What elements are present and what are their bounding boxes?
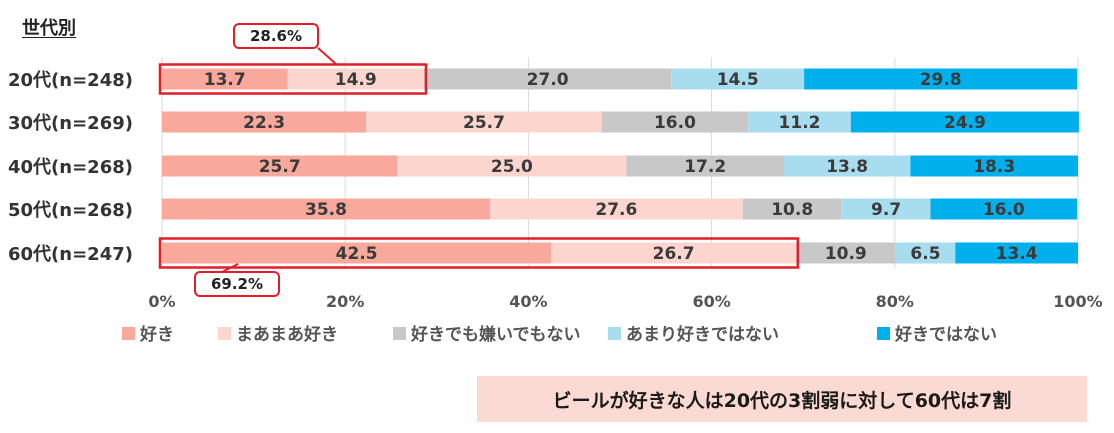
bar-segment: [489, 198, 743, 220]
category-label: 30代(n=269): [8, 113, 133, 134]
data-label: 29.8: [920, 70, 962, 90]
data-label: 25.0: [491, 157, 533, 177]
category-label: 50代(n=268): [8, 200, 133, 221]
legend-label: 好きではない: [894, 324, 997, 345]
data-label: 14.9: [335, 70, 377, 90]
data-label: 27.0: [527, 70, 569, 90]
chart-heading: 世代別: [22, 18, 76, 39]
data-label: 18.3: [973, 157, 1015, 177]
bars-layer: 13.7 14.9 27.0 14.5 29.8 22.3 25.7 16.0 11.2 24.9…: [162, 68, 1079, 264]
bar-segment: [748, 111, 851, 133]
bar-segment: [783, 155, 911, 177]
y-axis-labels: 20代(n=248) 30代(n=269) 40代(n=268) 50代(n=268)…: [8, 70, 133, 265]
bar-segment: [841, 198, 931, 220]
legend-swatch: [218, 327, 231, 340]
legend-label: 好き: [139, 324, 174, 345]
bar-segment: [287, 68, 424, 90]
category-label: 20代(n=248): [8, 70, 133, 91]
bar-segment: [910, 155, 1078, 177]
legend-label: あまり好きではない: [626, 324, 779, 345]
data-label: 13.4: [996, 244, 1038, 264]
legend-swatch: [393, 327, 406, 340]
bar-segment: [162, 242, 552, 264]
data-label: 9.7: [871, 200, 901, 220]
data-label: 42.5: [336, 244, 378, 264]
x-tick-label: 0%: [148, 292, 175, 311]
data-label: 22.3: [243, 113, 285, 133]
x-tick-label: 80%: [876, 292, 914, 311]
bar-segment: [930, 198, 1078, 220]
summary-banner: ビールが好きな人は20代の3割弱に対して60代は7割: [477, 376, 1087, 422]
legend-swatch: [608, 327, 621, 340]
data-label: 10.8: [771, 200, 813, 220]
data-label: 11.2: [779, 113, 821, 133]
data-label: 10.9: [825, 244, 867, 264]
callout-pointer: [221, 263, 239, 273]
data-label: 25.7: [463, 113, 505, 133]
legend: 好き まあまあ好き 好きでも嫌いでもない あまり好きではない 好きではない: [122, 324, 997, 345]
callout-20s-total: 28.6%: [233, 23, 319, 49]
category-label: 40代(n=268): [8, 157, 133, 178]
highlight-box: [158, 237, 800, 269]
data-label: 24.9: [944, 113, 986, 133]
data-label: 26.7: [653, 244, 695, 264]
x-tick-label: 60%: [692, 292, 730, 311]
data-label: 13.7: [204, 70, 246, 90]
data-label: 25.7: [259, 157, 301, 177]
bar-segment: [162, 155, 398, 177]
legend-label: 好きでも嫌いでもない: [410, 324, 581, 345]
bar-segment: [626, 155, 784, 177]
x-tick-label: 20%: [326, 292, 364, 311]
category-label: 60代(n=247): [8, 244, 133, 265]
data-label: 14.5: [717, 70, 759, 90]
bar-segment: [804, 68, 1078, 90]
x-axis-ticks: 0% 20% 40% 60% 80% 100%: [148, 292, 1102, 311]
data-label: 35.8: [305, 200, 347, 220]
bar-segment: [955, 242, 1078, 264]
bar-segment: [671, 68, 805, 90]
legend-swatch: [877, 327, 890, 340]
bar-segment: [162, 68, 288, 90]
data-label: 13.8: [826, 157, 868, 177]
bar-segment: [742, 198, 842, 220]
stacked-bar-chart: 13.7 14.9 27.0 14.5 29.8 22.3 25.7 16.0 11.2 24.9…: [8, 47, 1103, 345]
data-label: 16.0: [983, 200, 1025, 220]
bar-segment: [850, 111, 1079, 133]
bar-segment: [366, 111, 602, 133]
bar-segment: [795, 242, 896, 264]
bar-segment: [895, 242, 956, 264]
legend-swatch: [122, 327, 135, 340]
legend-label: まあまあ好き: [236, 324, 338, 345]
bar-segment: [397, 155, 627, 177]
bar-segment: [551, 242, 796, 264]
bar-segment: [601, 111, 749, 133]
highlight-boxes: [158, 47, 800, 273]
data-label: 27.6: [595, 200, 637, 220]
bar-segment: [162, 111, 367, 133]
x-tick-label: 100%: [1053, 292, 1102, 311]
x-tick-label: 40%: [509, 292, 547, 311]
bar-segment: [162, 198, 490, 220]
callout-pointer: [317, 47, 337, 65]
data-label: 6.5: [910, 244, 940, 264]
highlight-box: [158, 63, 428, 95]
callout-60s-total: 69.2%: [194, 271, 280, 297]
data-label: 17.2: [684, 157, 726, 177]
bar-segment: [423, 68, 672, 90]
data-label: 16.0: [654, 113, 696, 133]
